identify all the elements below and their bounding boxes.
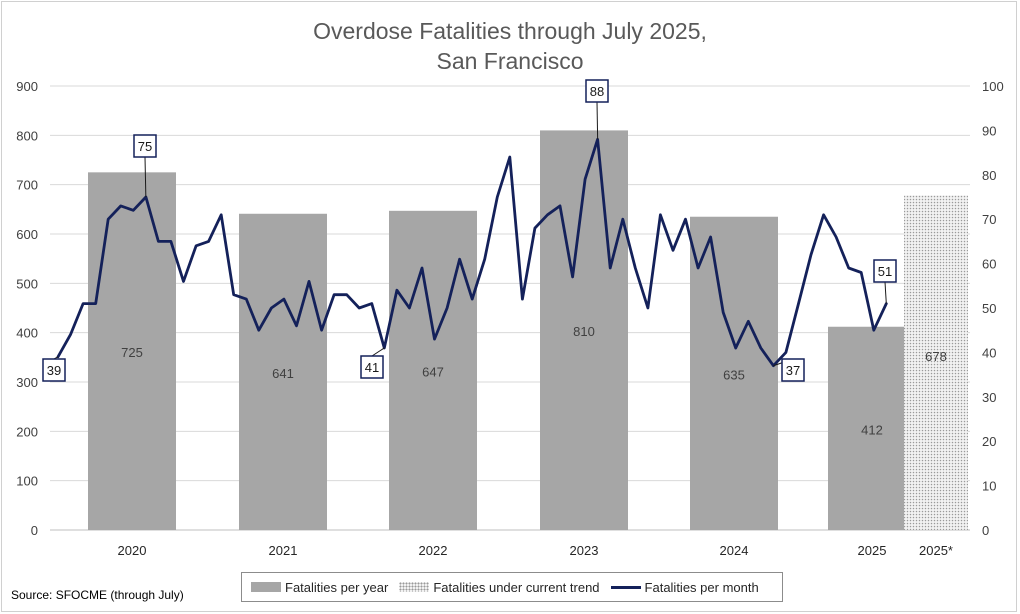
right-tick-40: 40 [982,345,996,360]
x-axis-ticks: 2020 2021 2022 2023 2024 2025 2025* [118,543,953,558]
callout-leader [371,347,385,357]
right-tick-90: 90 [982,123,996,138]
bar-label-2023: 810 [573,324,595,339]
legend-item-line: Fatalities per month [610,579,759,595]
bar-2020 [88,172,176,531]
legend-label-trend: Fatalities under current trend [433,579,600,595]
right-axis-ticks: 0 10 20 30 40 50 60 70 80 90 100 [982,79,1004,538]
left-tick-100: 100 [16,474,38,489]
source-note: Source: SFOCME (through July) [11,588,184,602]
x-tick-2023: 2023 [570,543,599,558]
bar-label-2024: 635 [723,367,745,382]
callout-label-39: 39 [47,363,61,378]
callout-leader [596,101,599,140]
legend-label-bars: Fatalities per year [285,579,389,595]
left-tick-700: 700 [16,178,38,193]
callout-label-51: 51 [878,264,892,279]
left-axis-ticks: 0 100 200 300 400 500 600 700 800 900 [16,79,38,538]
bar-2025 [828,326,916,530]
year-bars [88,130,968,531]
callout-labels: 39 75 41 88 37 51 [42,79,897,382]
callout-label-37: 37 [786,363,800,378]
callout-label-41: 41 [365,360,379,375]
bar-label-2020: 725 [121,345,143,360]
right-tick-50: 50 [982,301,996,316]
right-tick-60: 60 [982,257,996,272]
bar-label-2025: 412 [861,422,883,437]
callout-box [133,134,157,158]
callout-box [585,79,609,103]
bar-labels: 725 641 647 810 635 412 678 [121,324,947,437]
bar-label-2021: 641 [272,366,294,381]
right-tick-30: 30 [982,390,996,405]
chart-title-line1: Overdose Fatalities through July 2025, [313,18,707,44]
legend-swatch-trend [399,582,430,592]
left-tick-300: 300 [16,375,38,390]
left-tick-900: 900 [16,79,38,94]
legend: Fatalities per year Fatalities under cur… [241,572,783,602]
gridlines [50,85,970,531]
x-tick-2022: 2022 [419,543,448,558]
x-tick-2021: 2021 [269,543,298,558]
legend-swatch-line [610,585,641,589]
callout-label-75: 75 [138,139,152,154]
monthly-line-path [56,137,888,368]
x-tick-2024: 2024 [720,543,749,558]
left-tick-800: 800 [16,128,38,143]
right-tick-80: 80 [982,168,996,183]
bar-2021 [239,213,327,531]
right-tick-100: 100 [982,79,1004,94]
x-tick-2025*: 2025* [919,543,953,558]
x-tick-2025: 2025 [858,543,887,558]
right-tick-20: 20 [982,434,996,449]
chart-title-line2: San Francisco [436,48,584,74]
callout-label-88: 88 [590,84,604,99]
bar-trend-2025 [904,195,968,530]
bar-label-trend: 678 [925,349,947,364]
legend-swatch-bars [251,582,281,592]
bar-2024 [690,216,778,530]
callout-leader [144,156,147,198]
callout-box [42,358,66,382]
callout-leader [884,281,887,304]
callout-box [781,358,805,382]
callout-box [360,355,384,379]
left-tick-600: 600 [16,227,38,242]
left-tick-200: 200 [16,424,38,439]
x-tick-2020: 2020 [118,543,147,558]
legend-label-line: Fatalities per month [644,579,759,595]
left-tick-400: 400 [16,326,38,341]
left-tick-0: 0 [31,523,38,538]
right-tick-0: 0 [982,523,989,538]
left-tick-500: 500 [16,276,38,291]
right-tick-70: 70 [982,212,996,227]
legend-item-trend: Fatalities under current trend [399,579,600,595]
callout-box [873,259,897,283]
bar-label-2022: 647 [422,364,444,379]
legend-item-bars: Fatalities per year [251,580,388,595]
right-tick-10: 10 [982,479,996,494]
monthly-line [56,137,888,368]
